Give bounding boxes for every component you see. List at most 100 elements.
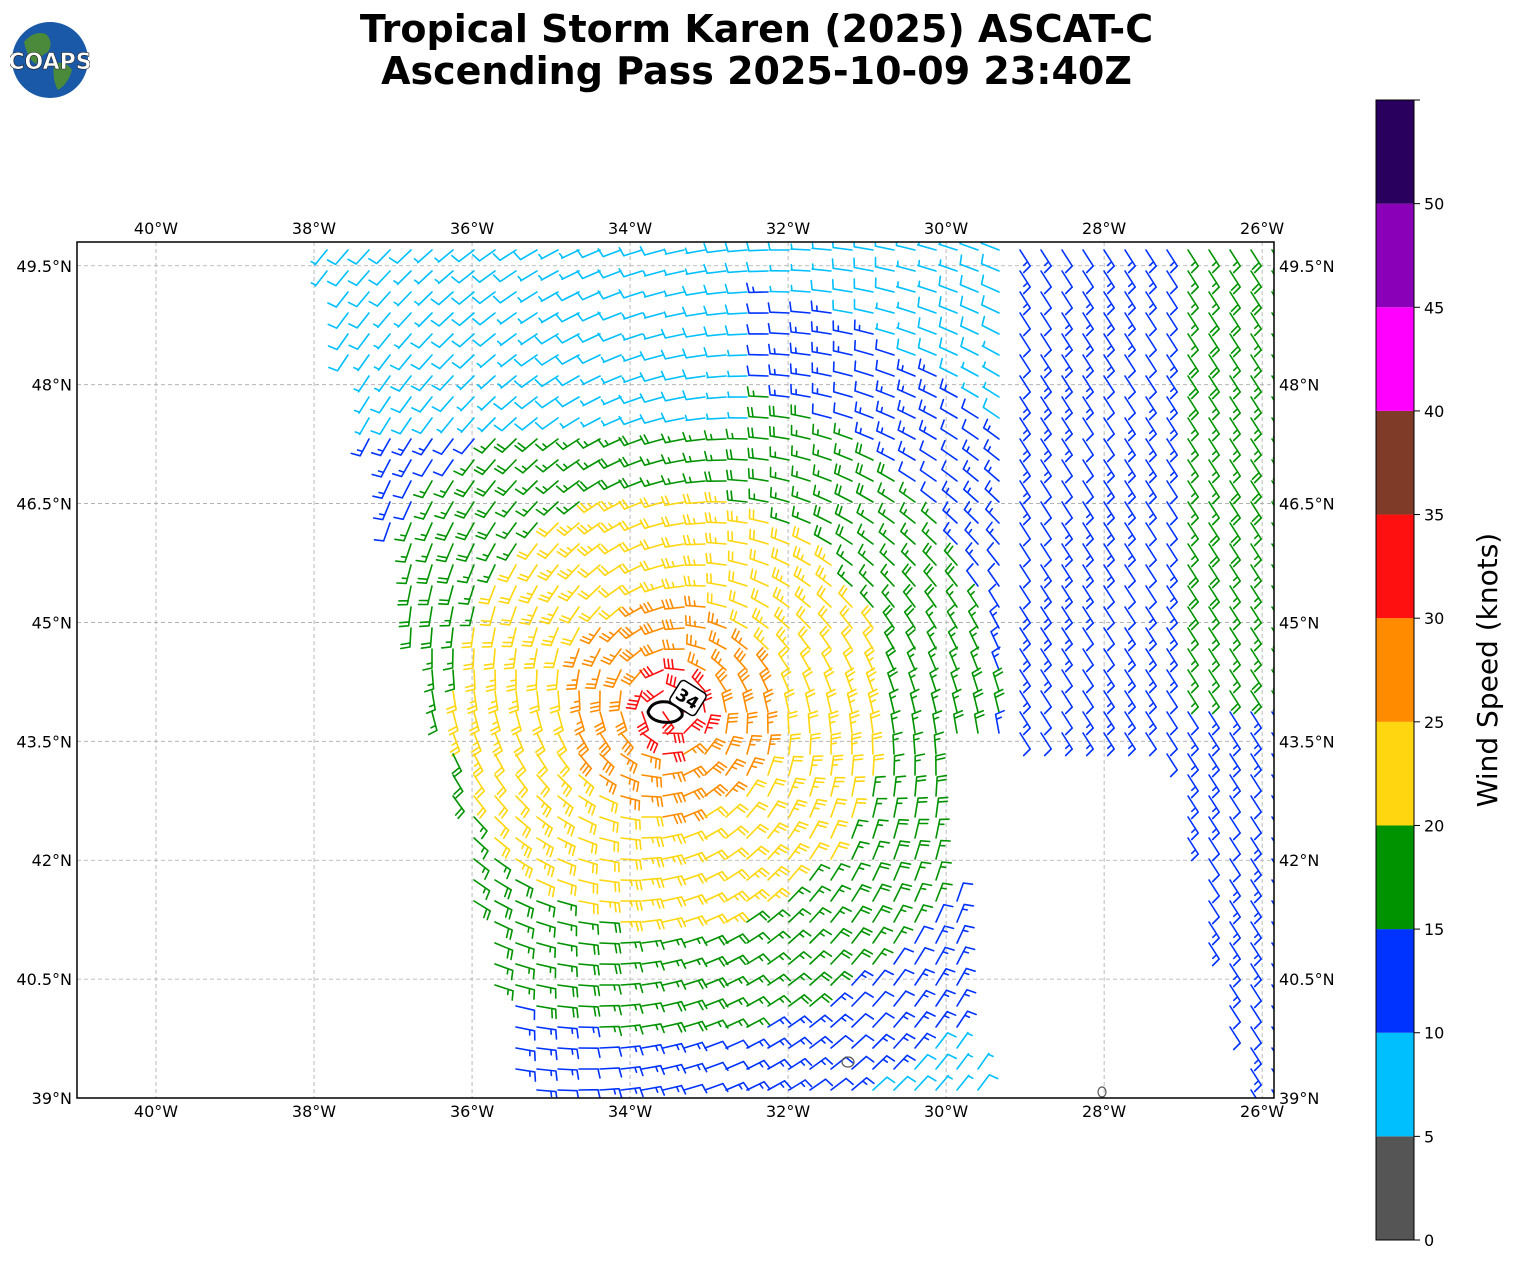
wind-barb: [831, 258, 853, 272]
wind-barb: [1061, 606, 1073, 631]
wind-barb: [558, 270, 580, 281]
wind-barb: [831, 278, 853, 293]
wind-barb: [517, 291, 538, 303]
lat-tick-label: 39°N: [1279, 1089, 1319, 1108]
wind-barb: [1103, 438, 1115, 463]
wind-barb: [1124, 270, 1136, 295]
wind-barb: [515, 858, 533, 879]
wind-barb: [368, 249, 391, 265]
wind-barb: [748, 488, 769, 503]
wind-barb: [703, 326, 727, 337]
wind-barb: [777, 646, 790, 671]
wind-barb: [642, 291, 664, 298]
wind-barb: [434, 249, 454, 263]
wind-barb: [1166, 669, 1178, 694]
wind-barb: [851, 905, 873, 923]
wind-barb: [746, 931, 771, 944]
wind-barb: [935, 753, 946, 776]
wind-barb: [1145, 732, 1157, 757]
wind-barb: [1208, 501, 1220, 526]
wind-barb: [1187, 585, 1199, 610]
wind-barb: [1082, 669, 1094, 694]
wind-barb: [706, 572, 727, 587]
wind-barb: [536, 1047, 558, 1061]
wind-barb: [1166, 732, 1178, 757]
wind-barbs: [310, 242, 1274, 1098]
wind-barb: [872, 753, 885, 776]
wind-barb: [921, 522, 937, 545]
wind-barb: [914, 818, 930, 839]
wind-barb: [971, 667, 983, 692]
wind-barb: [473, 774, 486, 799]
wind-barb: [1229, 564, 1241, 589]
wind-barb: [639, 434, 664, 445]
wind-barb: [737, 667, 750, 692]
wind-barb: [1082, 585, 1094, 610]
wind-barb: [1208, 417, 1220, 442]
wind-barb: [1040, 690, 1052, 715]
wind-barb: [618, 626, 643, 640]
wind-barb: [1166, 690, 1178, 715]
wind-barb: [769, 466, 790, 482]
wind-barb: [935, 1010, 957, 1028]
wind-barb: [832, 340, 853, 356]
wind-barb: [809, 755, 824, 776]
wind-barb: [639, 689, 664, 703]
wind-barb: [834, 483, 853, 503]
wind-barb: [705, 371, 727, 379]
gridlines: [77, 242, 1274, 1099]
wind-barb: [830, 754, 844, 776]
wind-barb: [1229, 816, 1241, 841]
wind-barb: [1250, 774, 1262, 799]
wind-barb: [874, 277, 895, 293]
colorbar-tick-label: 10: [1424, 1024, 1444, 1043]
wind-barb: [767, 778, 787, 797]
wind-barb: [1250, 816, 1262, 841]
wind-barb: [794, 585, 811, 608]
wind-barb: [1250, 564, 1262, 589]
wind-barb: [767, 734, 782, 755]
wind-barb: [1145, 585, 1157, 610]
wind-barb: [536, 900, 556, 918]
wind-barb: [725, 847, 750, 860]
wind-barb: [1208, 627, 1220, 652]
wind-barb: [683, 575, 706, 587]
wind-barb: [769, 425, 790, 440]
lon-tick-label: 36°W: [450, 219, 494, 238]
wind-barb: [788, 929, 812, 944]
wind-barb: [557, 585, 580, 602]
wind-barb: [555, 438, 580, 451]
wind-barb: [662, 1021, 687, 1033]
34kt-contour: [646, 700, 684, 724]
wind-barb: [557, 942, 578, 957]
wind-barb: [1208, 354, 1220, 379]
wind-barb: [773, 606, 790, 629]
wind-barb: [492, 270, 517, 283]
wind-barb: [576, 312, 601, 322]
wind-barb: [896, 359, 916, 377]
wind-barb: [832, 320, 853, 335]
wind-barb: [836, 544, 853, 566]
wind-barb: [874, 256, 895, 272]
wind-barb: [454, 501, 475, 519]
wind-barb: [557, 963, 578, 978]
wind-barb: [683, 718, 706, 734]
wind-barb: [1145, 606, 1157, 631]
wind-barb: [857, 543, 874, 566]
wind-barb: [1166, 585, 1178, 610]
wind-barb: [417, 585, 433, 606]
wind-barb: [1145, 354, 1157, 379]
wind-barb: [1019, 564, 1031, 589]
wind-barb: [576, 249, 601, 259]
wind-barb: [1187, 459, 1199, 484]
wind-barb: [705, 552, 727, 566]
wind-barb: [538, 585, 559, 603]
wind-barb: [390, 375, 412, 392]
wind-barb: [963, 501, 979, 524]
wind-barb: [620, 982, 644, 994]
wind-barb: [620, 1003, 644, 1014]
wind-barb: [1250, 942, 1262, 967]
colorbar-tick-label: 20: [1424, 816, 1444, 835]
wind-barb: [1250, 879, 1262, 904]
wind-barb: [830, 1035, 854, 1049]
